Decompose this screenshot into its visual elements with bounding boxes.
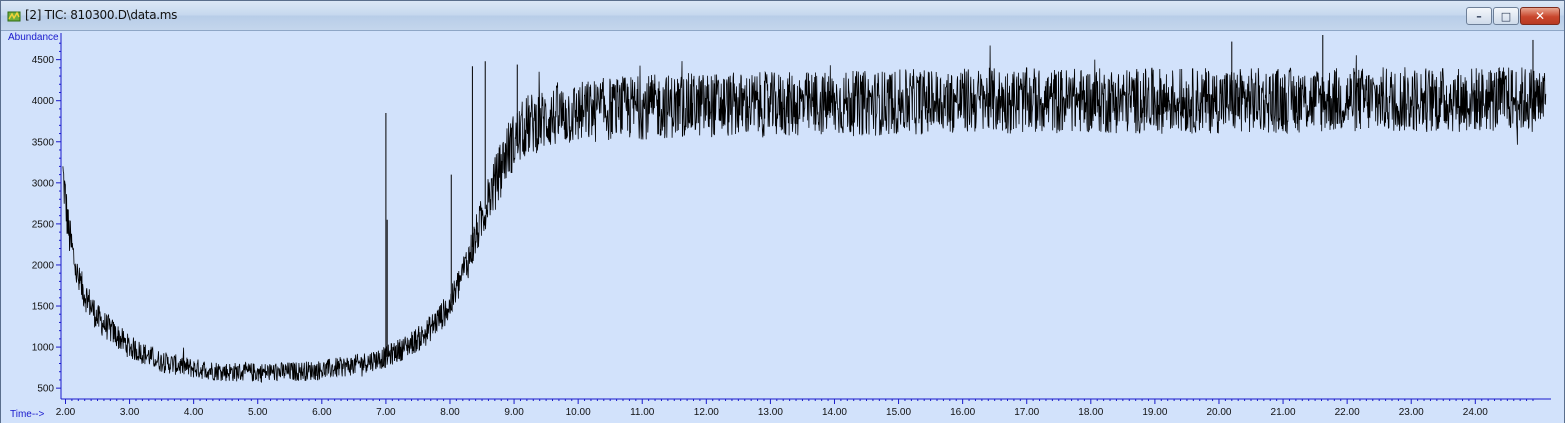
y-tick-label: 500: [37, 384, 54, 395]
tic-chart[interactable]: 500 1000 1500 2000 2500 3000 3500 4000 4500 2.00 3…: [1, 31, 1564, 423]
x-tick-label: 15.00: [886, 407, 911, 418]
x-tick-label: 11.00: [630, 407, 655, 418]
x-tick-label: 24.00: [1463, 407, 1488, 418]
x-tick-label: 23.00: [1399, 407, 1424, 418]
tic-trace: [62, 45, 1547, 384]
x-tick-label: 20.00: [1206, 407, 1231, 418]
x-tick-label: 9.00: [504, 407, 524, 418]
title-bar[interactable]: [2] TIC: 810300.D\data.ms – □ ✕: [1, 1, 1564, 31]
x-tick-label: 8.00: [440, 407, 460, 418]
y-axis-label: Abundance: [8, 32, 59, 43]
y-tick-label: 4500: [32, 55, 55, 66]
chromatogram-plot[interactable]: 500 1000 1500 2000 2500 3000 3500 4000 4500 2.00 3…: [1, 31, 1564, 423]
window-controls: – □ ✕: [1465, 7, 1560, 25]
x-tick-label: 6.00: [312, 407, 332, 418]
window-title: [2] TIC: 810300.D\data.ms: [25, 8, 178, 22]
x-tick-label: 22.00: [1335, 407, 1360, 418]
x-tick-label: 17.00: [1014, 407, 1039, 418]
y-tick-label: 3500: [32, 137, 55, 148]
y-tick-label: 4000: [32, 96, 55, 107]
x-tick-label: 10.00: [566, 407, 591, 418]
x-tick-label: 5.00: [248, 407, 268, 418]
x-axis-label: Time-->: [10, 409, 45, 420]
close-button[interactable]: ✕: [1520, 7, 1560, 25]
x-tick-label: 21.00: [1271, 407, 1296, 418]
maximize-button[interactable]: □: [1493, 7, 1519, 25]
y-tick-label: 2500: [32, 219, 55, 230]
x-tick-label: 14.00: [822, 407, 847, 418]
x-tick-label: 16.00: [950, 407, 975, 418]
x-tick-label: 18.00: [1078, 407, 1103, 418]
minimize-button[interactable]: –: [1466, 7, 1492, 25]
minimize-icon: –: [1476, 9, 1482, 23]
x-tick-label: 4.00: [184, 407, 204, 418]
x-tick-label: 2.00: [56, 407, 76, 418]
y-tick-label: 2000: [32, 260, 55, 271]
x-tick-label: 12.00: [694, 407, 719, 418]
x-tick-label: 3.00: [120, 407, 140, 418]
x-tick-label: 19.00: [1142, 407, 1167, 418]
x-tick-label: 7.00: [376, 407, 396, 418]
y-tick-label: 1000: [32, 343, 55, 354]
y-tick-label: 3000: [32, 178, 55, 189]
maximize-icon: □: [1500, 9, 1512, 23]
y-tick-label: 1500: [32, 302, 55, 313]
x-tick-label: 13.00: [758, 407, 783, 418]
app-icon: [7, 11, 21, 22]
close-icon: ✕: [1534, 9, 1546, 23]
